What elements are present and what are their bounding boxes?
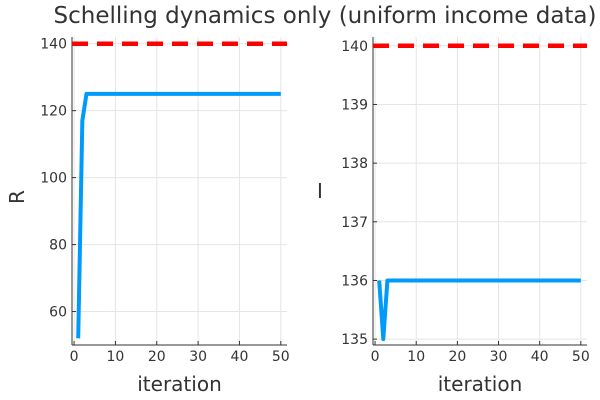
y-axis-label: I [317,179,323,203]
y-tick-label: 135 [341,332,368,348]
series-line [377,278,581,342]
y-tick-label: 139 [341,97,368,113]
y-axis-label: R [5,190,29,204]
y-tick-label: 140 [341,39,368,55]
x-tick-label: 30 [189,349,207,365]
x-axis-label: iteration [438,372,523,396]
y-tick-label: 136 [341,273,368,289]
x-tick-label: 10 [106,349,124,365]
x-tick-label: 40 [231,349,249,365]
panel-right: 0 10 20 30 40 50 135 136 137 138 139 140 iteration I [317,37,590,396]
y-tick-label: 100 [40,171,67,187]
y-tick-label: 80 [49,238,67,254]
y-tick-label: 140 [40,37,67,53]
y-tick-label: 138 [341,156,368,172]
series-line [76,91,281,339]
x-tick-label: 20 [448,349,466,365]
x-axis-label: iteration [137,372,222,396]
x-tick-label: 20 [148,349,166,365]
x-tick-label: 50 [572,349,590,365]
y-tick-label: 137 [341,215,368,231]
x-tick-label: 40 [531,349,549,365]
y-tick-label: 120 [40,104,67,120]
x-tick-label: 0 [371,349,380,365]
x-tick-label: 0 [70,349,79,365]
x-tick-label: 10 [407,349,425,365]
x-tick-label: 30 [490,349,508,365]
panel-left: 0 10 20 30 40 50 60 80 100 120 140 iteration R [5,37,290,396]
figure-title: Schelling dynamics only (uniform income … [54,3,597,29]
x-tick-label: 50 [272,349,290,365]
y-tick-label: 60 [49,305,67,321]
